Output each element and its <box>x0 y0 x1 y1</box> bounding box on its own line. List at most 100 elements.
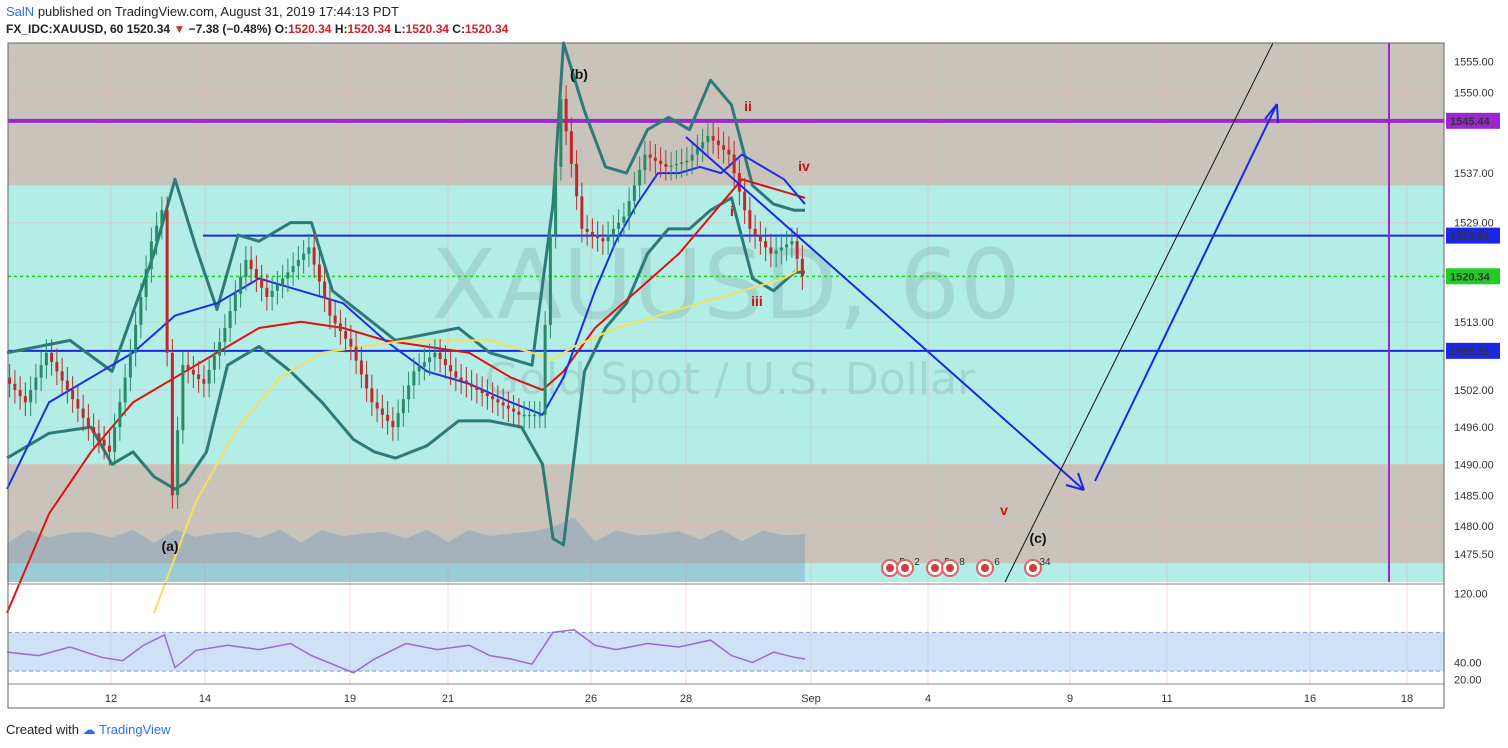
candle-body <box>769 247 773 254</box>
candle-body <box>548 235 552 325</box>
candle-body <box>527 414 531 417</box>
chart-canvas[interactable]: XAUUSD, 60 Gold Spot / U.S. Dollar (a) (b) (… <box>0 0 1508 720</box>
candle-body <box>470 383 474 387</box>
candle-body <box>375 402 379 409</box>
candle-body <box>585 228 589 232</box>
time-axis-tick: 28 <box>680 693 692 705</box>
candle-body <box>380 408 384 415</box>
black-trendline <box>1004 42 1274 583</box>
wave-label: (a) <box>161 538 178 554</box>
price-axis-tick: 1490.00 <box>1454 459 1494 471</box>
flag-icon <box>981 564 989 572</box>
candle-body <box>312 247 316 265</box>
price-tag <box>1446 227 1500 244</box>
candle-body <box>438 352 442 359</box>
high-value: 1520.34 <box>347 22 391 36</box>
candle-body <box>223 327 227 342</box>
candle-body <box>758 235 762 242</box>
candle-body <box>753 228 757 236</box>
rsi-axis-tick: 120.00 <box>1454 589 1488 601</box>
candle-body <box>800 258 804 277</box>
wave-label: iii <box>751 293 763 309</box>
rsi-line <box>6 628 806 674</box>
up-arrowhead-icon <box>1264 103 1279 124</box>
candle-body <box>569 131 573 164</box>
rsi-axis-tick: 20.00 <box>1454 675 1482 687</box>
candle-body <box>464 380 468 384</box>
publish-info: SalN published on TradingView.com, Augus… <box>6 4 399 19</box>
base-zone <box>8 563 1444 582</box>
candle-body <box>417 366 421 372</box>
bollinger-lower-line <box>6 196 805 547</box>
candle-body <box>680 162 684 164</box>
price-axis-tick: 1513.00 <box>1454 317 1494 329</box>
candle-body <box>501 402 505 406</box>
event-badge-count: 2 <box>914 557 920 568</box>
price-axis-tick: 1480.00 <box>1454 521 1494 533</box>
candle-body <box>281 278 285 285</box>
tradingview-brand[interactable]: TradingView <box>99 722 171 737</box>
candle-body <box>60 371 64 381</box>
sma-blue-line <box>6 153 806 490</box>
candle-body <box>55 362 59 372</box>
flag-icon <box>901 564 909 572</box>
price-tag-label: 1545.44 <box>1450 116 1491 128</box>
high-label: H: <box>334 22 348 36</box>
candle-body <box>517 411 521 415</box>
low-label: L: <box>394 22 406 36</box>
down-arrow-line <box>685 136 1085 491</box>
candle-body <box>23 396 27 403</box>
candle-body <box>228 310 232 328</box>
time-axis-tick: 11 <box>1161 693 1172 705</box>
candle-body <box>338 323 342 332</box>
candle-body <box>302 253 306 260</box>
candle-body <box>265 287 269 298</box>
footer: Created with ☁ TradingView <box>6 722 171 738</box>
candle-body <box>575 163 579 197</box>
candle-body <box>29 389 33 403</box>
price-axis-tick: 1550.00 <box>1454 88 1494 100</box>
author-link[interactable]: SalN <box>6 4 35 19</box>
candle-body <box>496 399 500 403</box>
candle-body <box>328 298 332 316</box>
time-axis-tick: 4 <box>925 693 931 705</box>
candle-body <box>522 414 526 417</box>
candle-body <box>643 154 647 171</box>
down-arrow-icon: ▼ <box>173 22 186 36</box>
candle-body <box>533 414 537 417</box>
candle-body <box>65 380 69 390</box>
candle-body <box>286 272 290 279</box>
candle-body <box>365 374 369 389</box>
candle-body <box>543 324 547 415</box>
candle-body <box>669 165 673 167</box>
candle-body <box>454 371 458 378</box>
candle-body <box>160 210 164 226</box>
candle-body <box>8 377 12 384</box>
event-badge-count: 34 <box>1039 557 1051 568</box>
wave-label: v <box>1000 502 1008 518</box>
candle-body <box>218 341 222 356</box>
candle-body <box>254 269 258 279</box>
low-value: 1520.34 <box>405 22 449 36</box>
candle-body <box>422 362 426 367</box>
rsi-axis-tick: 40.00 <box>1454 657 1482 669</box>
candle-body <box>34 377 38 390</box>
price-tag-label: 1520.34 <box>1450 271 1491 283</box>
watermark-name: Gold Spot / U.S. Dollar <box>485 354 976 405</box>
candle-body <box>291 266 295 273</box>
candle-body <box>249 259 253 270</box>
time-axis-tick: Sep <box>801 693 821 705</box>
candle-body <box>307 247 311 254</box>
price-tag-label: 1508.31 <box>1450 346 1490 358</box>
candle-body <box>359 360 363 375</box>
candle-body <box>233 293 237 311</box>
candle-body <box>701 142 705 149</box>
candle-body <box>76 399 80 409</box>
candle-body <box>13 383 17 390</box>
candle-body <box>653 157 657 161</box>
candle-body <box>443 358 447 366</box>
candle-body <box>123 377 127 403</box>
candle-body <box>165 210 169 353</box>
flag-icon <box>1029 564 1037 572</box>
flag-icon <box>946 564 954 572</box>
